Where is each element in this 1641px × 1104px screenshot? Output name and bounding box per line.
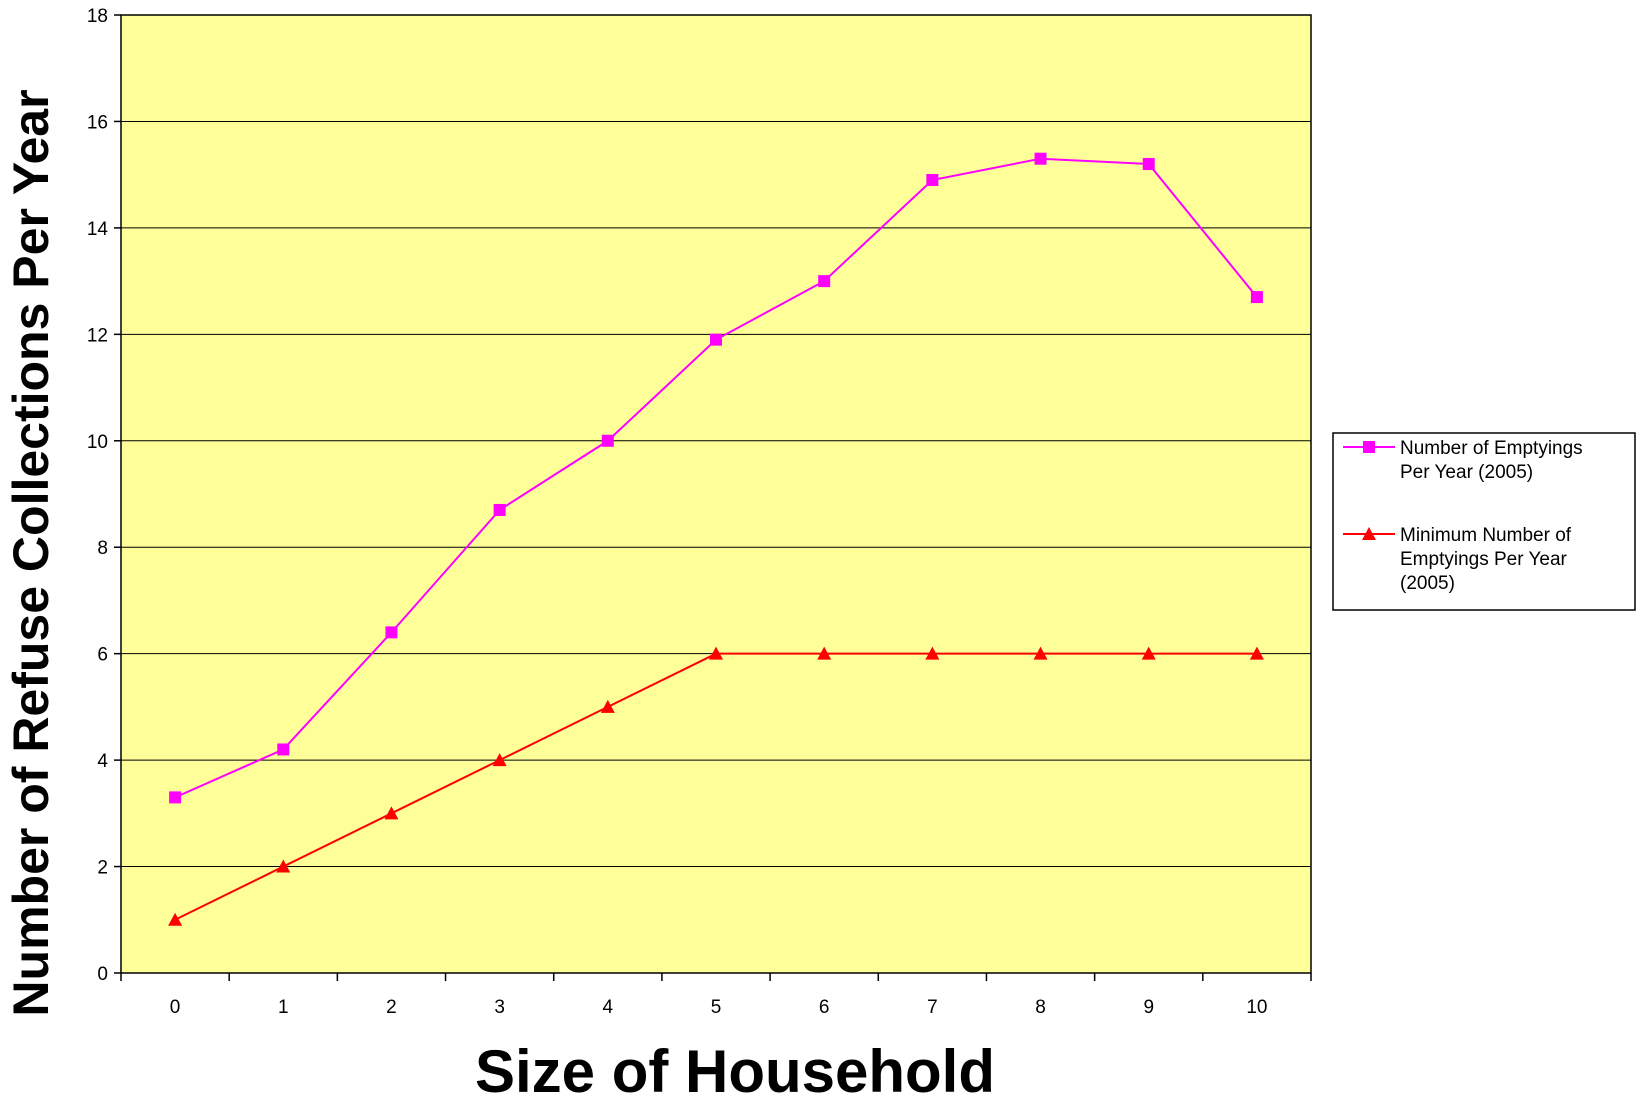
x-tick-label: 3 bbox=[494, 997, 505, 1018]
x-tick-label: 6 bbox=[819, 997, 830, 1018]
data-point bbox=[600, 699, 615, 713]
legend-entry: Number of Emptyings Per Year (2005) bbox=[1343, 438, 1583, 483]
series-layer bbox=[168, 152, 1264, 926]
y-tick-label: 12 bbox=[87, 325, 108, 346]
data-point bbox=[710, 333, 722, 346]
data-point bbox=[169, 791, 182, 804]
data-point bbox=[1249, 646, 1264, 660]
x-tick-label: 1 bbox=[278, 997, 289, 1018]
legend-label: Per Year (2005) bbox=[1400, 462, 1533, 483]
legend-label: Emptyings Per Year bbox=[1400, 549, 1568, 570]
plot-area bbox=[120, 14, 1312, 974]
data-point bbox=[709, 646, 723, 660]
y-tick-label: 18 bbox=[87, 6, 108, 27]
x-tick-label: 5 bbox=[711, 997, 722, 1018]
y-axis: 0 2 4 6 8 10 12 14 16 18 bbox=[87, 6, 121, 985]
legend-label: (2005) bbox=[1400, 573, 1455, 594]
data-point bbox=[1142, 158, 1155, 171]
legend: Number of Emptyings Per Year (2005) Minimu… bbox=[1332, 432, 1636, 611]
data-point bbox=[1033, 646, 1048, 660]
x-axis-label: Size of Household bbox=[475, 1038, 995, 1104]
y-tick-label: 0 bbox=[97, 964, 108, 985]
data-point bbox=[818, 275, 831, 288]
data-point bbox=[385, 626, 398, 639]
data-point bbox=[277, 743, 290, 756]
y-tick-label: 10 bbox=[87, 432, 108, 453]
data-point bbox=[926, 173, 939, 186]
data-point bbox=[492, 753, 507, 767]
legend-entry: Minimum Number of Emptyings Per Year (2005… bbox=[1343, 525, 1572, 594]
x-tick-label: 8 bbox=[1035, 997, 1046, 1018]
series-1 bbox=[169, 152, 1263, 804]
data-point bbox=[1250, 291, 1263, 304]
legend-label: Number of Emptyings bbox=[1400, 438, 1583, 459]
legend-box bbox=[1332, 432, 1636, 611]
series-2 bbox=[168, 646, 1264, 926]
data-point bbox=[493, 503, 506, 516]
x-tick-label: 0 bbox=[170, 997, 181, 1018]
x-axis: 0 1 2 3 4 5 6 7 8 9 10 bbox=[120, 973, 1312, 1018]
y-tick-label: 8 bbox=[97, 538, 108, 559]
x-tick-label: 7 bbox=[927, 997, 938, 1018]
y-tick-label: 2 bbox=[97, 858, 108, 879]
data-point bbox=[817, 646, 832, 660]
y-axis-label: Number of Refuse Collections Per Year bbox=[3, 89, 59, 1016]
data-point bbox=[1034, 152, 1047, 165]
y-tick-label: 6 bbox=[97, 645, 108, 666]
x-tick-label: 2 bbox=[386, 997, 397, 1018]
x-tick-label: 9 bbox=[1143, 997, 1154, 1018]
y-tick-label: 14 bbox=[87, 219, 109, 240]
data-point bbox=[384, 806, 399, 820]
legend-marker bbox=[1362, 527, 1376, 540]
data-point bbox=[168, 912, 183, 926]
data-point bbox=[601, 434, 614, 447]
legend-label: Minimum Number of bbox=[1400, 525, 1572, 546]
data-point bbox=[925, 646, 940, 660]
legend-marker bbox=[1363, 441, 1375, 453]
data-point bbox=[1141, 646, 1156, 660]
x-tick-label: 10 bbox=[1246, 997, 1267, 1018]
x-tick-label: 4 bbox=[603, 997, 614, 1018]
y-tick-label: 16 bbox=[87, 112, 108, 133]
data-point bbox=[276, 859, 291, 873]
y-tick-label: 4 bbox=[97, 751, 108, 772]
